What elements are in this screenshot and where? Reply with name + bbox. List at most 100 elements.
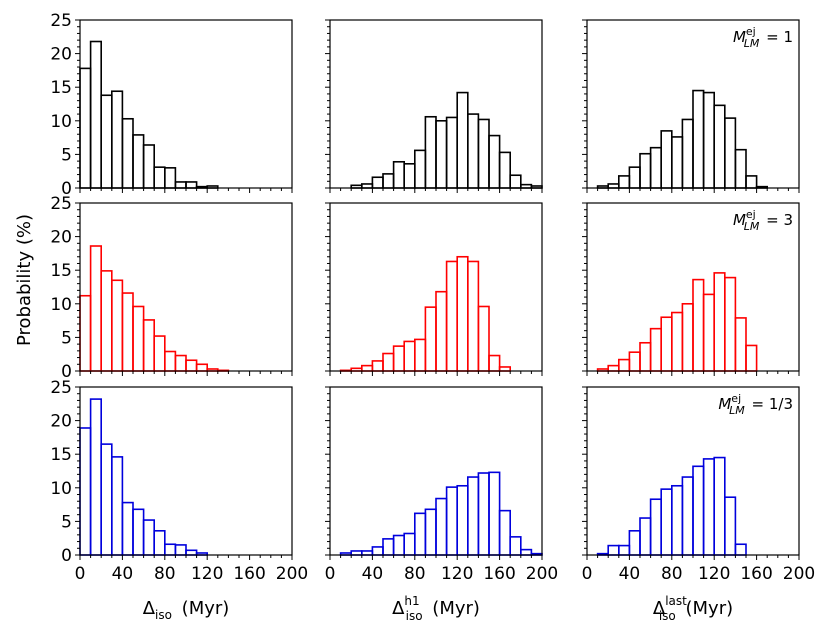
histogram-bar <box>681 302 694 372</box>
y-tick-label: 10 <box>50 479 72 499</box>
histogram-bar <box>723 496 737 556</box>
histogram-bar <box>89 398 102 556</box>
histogram-bar <box>617 544 631 556</box>
x-tick-label: 200 <box>783 564 815 584</box>
histogram-bar <box>153 166 166 189</box>
histogram-bar <box>350 550 363 556</box>
mass-ratio-annotation: Mej LM = 1 <box>733 25 793 50</box>
histogram-bar <box>371 360 384 372</box>
x-axis-label-delta-iso-last: Δlast iso (Myr) <box>653 594 733 623</box>
panel-r3-delta-iso-h1: 0 40 80 120 160 200 <box>325 386 558 584</box>
histogram-bar <box>607 364 620 372</box>
histogram-bar <box>164 350 177 372</box>
histogram-bar <box>466 113 480 189</box>
y-tick-label: 25 <box>50 11 72 31</box>
x-tick-label: 0 <box>325 564 336 584</box>
histogram-bar <box>477 118 490 189</box>
histogram-bar <box>174 354 187 372</box>
histogram-bar <box>360 183 374 189</box>
histogram-bar <box>164 543 177 556</box>
y-tick-label: 0 <box>61 546 72 566</box>
panel-r3-delta-iso: 0 5 10 15 20 25 0 40 80 120 160 200 <box>50 378 308 584</box>
histogram-bar <box>477 472 490 556</box>
y-tick-label: 0 <box>61 362 72 382</box>
histogram-bar <box>435 290 448 372</box>
histogram-bar <box>628 166 641 189</box>
histogram-bar <box>79 427 92 556</box>
histogram-bar <box>185 181 198 189</box>
panel-r3-delta-iso-last: 0 40 80 120 160 200 Mej LM = 1/3 <box>582 386 815 584</box>
histogram-bar <box>628 530 641 556</box>
histogram-bar <box>488 354 501 372</box>
histogram-bar <box>649 146 662 189</box>
histogram-bar <box>413 149 427 189</box>
histogram-bar <box>121 501 134 556</box>
panel-r1-delta-iso: 0 5 10 15 20 25 <box>50 11 293 199</box>
histogram-bar <box>360 364 374 372</box>
histogram-bar <box>713 272 726 372</box>
x-tick-label: 0 <box>75 564 86 584</box>
histogram-bar <box>607 544 620 556</box>
histogram-bar <box>392 345 406 372</box>
histogram-bar <box>121 117 134 189</box>
histogram-bar <box>681 476 694 556</box>
x-axis-label-delta-iso-h1: Δh1 iso (Myr) <box>392 594 480 623</box>
histogram-bar <box>702 458 715 556</box>
histogram-bar <box>498 151 512 189</box>
histogram-bar <box>670 136 684 189</box>
histogram-bar <box>132 508 145 556</box>
y-tick-label: 15 <box>50 445 72 465</box>
histogram-bar <box>382 538 395 556</box>
histogram-bar <box>403 163 416 189</box>
histogram-bar <box>185 359 198 372</box>
y-tick-label: 15 <box>50 78 72 98</box>
histogram-bar <box>681 118 694 189</box>
y-axis-label: Probability (%) <box>14 214 35 346</box>
histogram-bar <box>392 160 406 189</box>
histogram-bar <box>424 508 437 556</box>
x-tick-label: 40 <box>112 564 134 584</box>
x-tick-label: 80 <box>661 564 683 584</box>
x-tick-label: 160 <box>233 564 265 584</box>
histogram-bar <box>111 456 124 556</box>
histogram-bar <box>79 67 92 189</box>
histogram-bar <box>424 306 437 372</box>
histogram-bar <box>649 498 662 556</box>
histogram-bar <box>403 532 416 556</box>
histogram-bar <box>713 104 726 189</box>
y-tick-label: 5 <box>61 328 72 348</box>
histogram-bar <box>392 534 406 556</box>
y-tick-label: 15 <box>50 261 72 281</box>
histogram-bar <box>153 530 166 556</box>
histogram-bar <box>639 517 652 556</box>
histogram-bar <box>111 279 124 372</box>
histogram-bar <box>456 484 469 556</box>
histogram-bar <box>111 90 124 189</box>
histogram-bar <box>100 443 113 556</box>
histogram-bar <box>617 358 631 372</box>
histogram-bar <box>371 546 384 556</box>
histogram-bar <box>660 316 673 372</box>
histogram-bar <box>371 176 384 189</box>
histogram-bar <box>734 543 747 556</box>
x-tick-label: 200 <box>526 564 558 584</box>
histogram-bar <box>734 148 747 189</box>
histogram-bar <box>164 167 177 189</box>
histogram-bar <box>174 181 187 189</box>
mass-ratio-annotation: Mej LM = 1/3 <box>718 392 793 417</box>
histogram-bar <box>142 144 156 189</box>
histogram-bar <box>649 327 662 372</box>
histogram-bar <box>382 352 395 372</box>
histogram-bar <box>195 363 209 372</box>
y-tick-label: 25 <box>50 194 72 214</box>
histogram-bar <box>692 89 705 189</box>
histogram-bar <box>360 550 374 556</box>
histogram-bar <box>723 117 737 189</box>
histogram-bar <box>445 116 459 189</box>
y-tick-label: 25 <box>50 378 72 398</box>
mass-ratio-annotation: Mej LM = 3 <box>733 208 793 233</box>
histogram-bar <box>734 317 747 372</box>
x-tick-label: 120 <box>191 564 223 584</box>
histogram-bar <box>639 152 652 189</box>
